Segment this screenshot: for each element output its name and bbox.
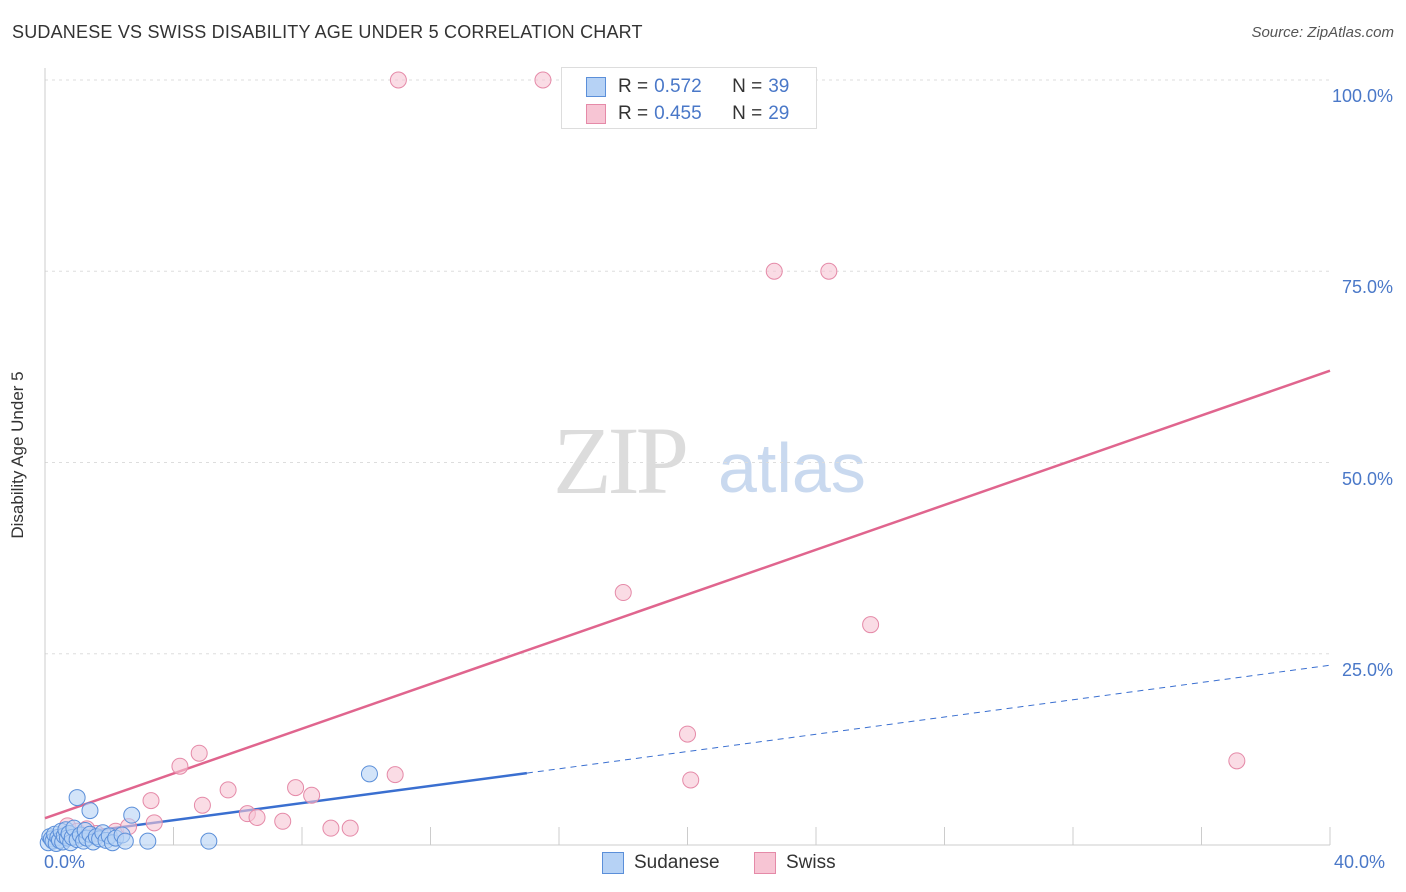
swiss-point (274, 812, 292, 830)
stats-legend: R = 0.572 N = 39 R = 0.455 N = 29 (561, 67, 817, 129)
sudanese-point (200, 832, 218, 850)
swiss-point (145, 814, 163, 832)
legend-r-value: 0.572 (654, 76, 702, 97)
swiss-point (1228, 752, 1246, 770)
chart-title: SUDANESE VS SWISS DISABILITY AGE UNDER 5… (12, 22, 643, 42)
legend-n-label: N = (732, 76, 763, 97)
legend-label-swiss: Swiss (786, 852, 836, 873)
y-tick-label: 75.0% (1341, 277, 1393, 298)
swiss-point (682, 771, 700, 789)
swiss-point (820, 262, 838, 280)
source-label: Source: ZipAtlas.com (1251, 24, 1394, 41)
trend-lines (44, 369, 1331, 839)
data-points (39, 71, 1246, 852)
swiss-point (193, 796, 211, 814)
sudanese-point (81, 802, 99, 820)
y-axis-label: Disability Age Under 5 (8, 371, 27, 539)
swiss-point (303, 786, 321, 804)
swiss-swatch (754, 852, 776, 874)
legend-swatch-swiss (586, 104, 606, 124)
swiss-point (765, 262, 783, 280)
swiss-point (142, 792, 160, 810)
legend-n-value: 39 (768, 76, 790, 97)
sudanese-point (116, 832, 134, 850)
sudanese-swatch (602, 852, 624, 874)
swiss-point (386, 766, 404, 784)
swiss-point (862, 616, 880, 634)
swiss-point (534, 71, 552, 89)
swiss-point (219, 781, 237, 799)
gridlines (45, 79, 1330, 655)
legend-r-value: 0.455 (654, 103, 702, 124)
swiss-point (190, 744, 208, 762)
swiss-point (679, 725, 696, 743)
legend-swatch-sudanese (586, 77, 606, 97)
x-tick-min: 0.0% (44, 852, 86, 872)
series-legend: Sudanese Swiss (0, 852, 1406, 876)
sudanese-point (139, 832, 157, 850)
swiss-point (614, 584, 632, 602)
watermark-zip: ZIP (553, 407, 689, 514)
legend-n-label: N = (732, 103, 763, 124)
swiss-point (322, 819, 340, 837)
y-tick-label: 25.0% (1341, 659, 1393, 680)
sudanese-point (68, 789, 86, 807)
watermark-atlas: atlas (718, 429, 866, 507)
swiss-trend-line (44, 369, 1331, 820)
legend-n-value: 29 (768, 103, 790, 124)
legend-r-label: R = (618, 76, 649, 97)
y-tick-label: 100.0% (1331, 86, 1393, 106)
sudanese-point (360, 765, 378, 783)
sudanese-point (123, 806, 141, 824)
swiss-point (171, 757, 189, 775)
sudanese-trend-extension (526, 664, 1331, 774)
legend-row-sudanese: R = 0.572 N = 39 (586, 75, 789, 99)
swiss-point (341, 819, 359, 837)
legend-row-swiss: R = 0.455 N = 29 (586, 102, 789, 126)
legend-item-sudanese[interactable]: Sudanese (602, 852, 720, 874)
legend-label-sudanese: Sudanese (634, 852, 720, 873)
swiss-point (248, 808, 266, 826)
x-tick-max: 40.0% (1334, 852, 1386, 872)
swiss-point (287, 779, 305, 797)
legend-item-swiss[interactable]: Swiss (754, 852, 836, 874)
axes (44, 68, 1331, 846)
y-tick-label: 50.0% (1341, 468, 1393, 489)
swiss-point (389, 71, 407, 89)
legend-r-label: R = (618, 103, 649, 124)
